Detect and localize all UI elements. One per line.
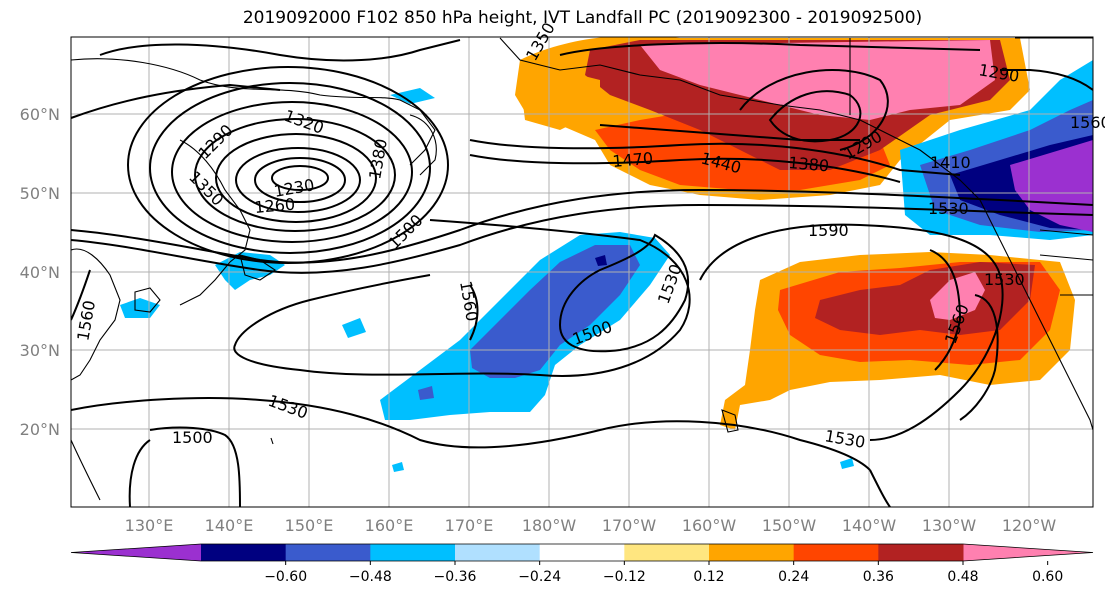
colorbar-outline bbox=[70, 543, 1094, 562]
map-frame bbox=[70, 36, 1094, 508]
colorbar-swatch bbox=[201, 544, 287, 561]
contour-label: 1530 bbox=[984, 270, 1025, 289]
colorbar-swatch bbox=[624, 544, 710, 561]
colorbar-tick-label: −0.48 bbox=[349, 569, 392, 585]
ivt-negative-small-1 bbox=[342, 318, 366, 338]
contour-label: 1500 bbox=[172, 428, 213, 447]
lat-tick-label: 30°N bbox=[20, 341, 60, 360]
ivt-negative-small-2 bbox=[392, 462, 404, 472]
colorbar-tick-label: −0.12 bbox=[603, 569, 646, 585]
colorbar-tick-label: −0.36 bbox=[434, 569, 477, 585]
ivt-shading bbox=[120, 37, 1093, 472]
colorbar-swatch bbox=[539, 544, 625, 561]
colorbar-tick-label: −0.24 bbox=[518, 569, 561, 585]
colorbar-tick-label: −0.60 bbox=[264, 569, 307, 585]
lon-tick-label: 150°W bbox=[762, 516, 817, 535]
colorbar-tick-label: 0.48 bbox=[947, 569, 978, 585]
lon-tick-label: 130°W bbox=[922, 516, 977, 535]
ivt-positive-orange-strip bbox=[520, 70, 600, 130]
ivt-positive-east-pink bbox=[930, 272, 985, 320]
colorbar-tick-label: 0.24 bbox=[778, 569, 809, 585]
lon-tick-labels: 130°E 140°E 150°E 160°E 170°E 180°W 170°… bbox=[125, 516, 1057, 535]
contour-label: 1380 bbox=[788, 153, 830, 175]
contour-label: 1590 bbox=[808, 221, 849, 240]
coastlines bbox=[71, 37, 1093, 501]
colorbar-tick-label: 0.36 bbox=[863, 569, 894, 585]
contour-label: 1560 bbox=[1070, 113, 1105, 132]
lon-tick-label: 150°E bbox=[285, 516, 334, 535]
colorbar-tick-label: 0.12 bbox=[693, 569, 724, 585]
lon-tick-label: 170°W bbox=[602, 516, 657, 535]
lon-tick-label: 140°W bbox=[842, 516, 897, 535]
lon-tick-label: 140°E bbox=[205, 516, 254, 535]
ivt-positive-alaska-pink bbox=[640, 40, 995, 120]
colorbar-swatch bbox=[709, 544, 795, 561]
ivt-negative-kamchatka bbox=[390, 88, 435, 104]
lat-tick-label: 40°N bbox=[20, 263, 60, 282]
lon-tick-label: 130°E bbox=[125, 516, 174, 535]
colorbar-extend-max bbox=[963, 544, 1093, 561]
colorbar: −0.60 −0.48 −0.36 −0.24 −0.12 0.12 0.24 0.36 0.4… bbox=[70, 543, 1094, 585]
ivt-negative-small-blob bbox=[418, 386, 434, 400]
colorbar-swatch bbox=[793, 544, 879, 561]
colorbar-extend-min bbox=[71, 544, 201, 561]
contour-label: 1260 bbox=[254, 195, 296, 217]
ivt-negative-japan-2 bbox=[120, 298, 160, 318]
contour-label: 1410 bbox=[930, 153, 971, 172]
ivt-negative-central-mid bbox=[470, 245, 640, 378]
colorbar-tick-label: 0.60 bbox=[1032, 569, 1063, 585]
lat-tick-label: 60°N bbox=[20, 105, 60, 124]
lon-tick-label: 120°W bbox=[1002, 516, 1057, 535]
lat-tick-label: 50°N bbox=[20, 184, 60, 203]
ivt-negative-nw-purple bbox=[1010, 140, 1093, 232]
colorbar-swatch bbox=[878, 544, 964, 561]
map-title: 2019092000 F102 850 hPa height, IVT Land… bbox=[242, 8, 923, 28]
lon-tick-label: 160°E bbox=[365, 516, 414, 535]
contour-label: 1470 bbox=[612, 149, 654, 171]
lon-tick-label: 160°W bbox=[682, 516, 737, 535]
lat-tick-labels: 60°N 50°N 40°N 30°N 20°N bbox=[20, 105, 60, 439]
ivt-negative-small-3 bbox=[840, 458, 854, 469]
colorbar-swatch bbox=[455, 544, 541, 561]
ivt-positive-east-darkred bbox=[815, 262, 1035, 335]
lat-tick-label: 20°N bbox=[20, 420, 60, 439]
ivt-negative-central-dark bbox=[595, 255, 607, 266]
lon-tick-label: 170°E bbox=[445, 516, 494, 535]
lon-tick-label: 180°W bbox=[522, 516, 577, 535]
colorbar-swatch bbox=[285, 544, 371, 561]
colorbar-swatch bbox=[370, 544, 456, 561]
contour-label: 1530 bbox=[928, 199, 969, 218]
height-contours bbox=[71, 39, 1093, 507]
